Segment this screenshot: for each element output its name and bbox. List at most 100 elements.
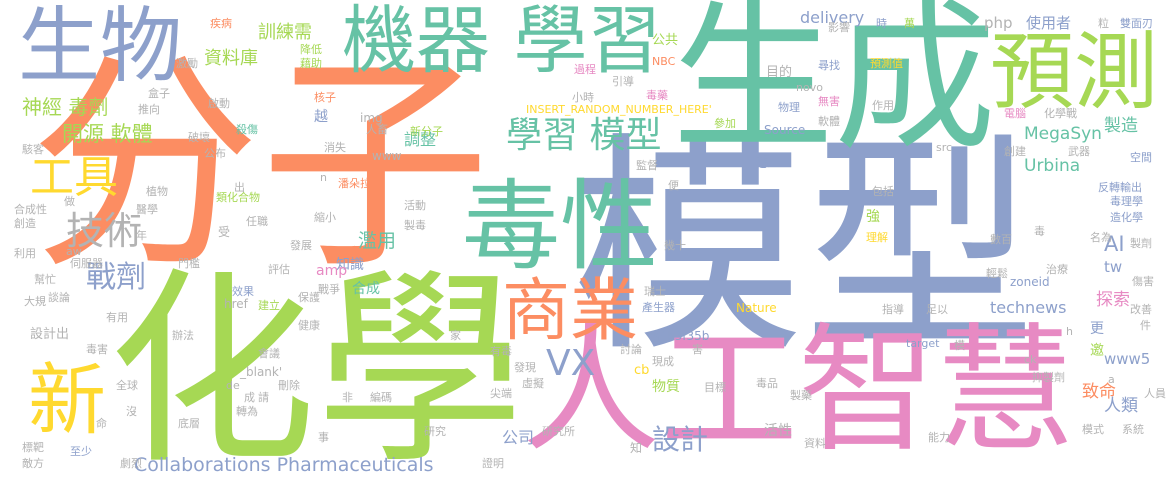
word-duhai: 毒害 bbox=[86, 343, 108, 356]
word-huoxing: 活性 bbox=[764, 423, 792, 439]
word-dupin: 毒品 bbox=[756, 377, 778, 390]
word-duwuxue: 毒理學 bbox=[1110, 195, 1143, 208]
word-de: de bbox=[226, 379, 240, 392]
word-rengongzhihui: 人工智慧 bbox=[522, 310, 1075, 471]
word-bangmang: 幫忙 bbox=[34, 273, 56, 286]
word-xuni: 虛擬 bbox=[522, 377, 544, 390]
word-bianma: 編碼 bbox=[370, 391, 392, 404]
word-zhiming: 致命 bbox=[1082, 382, 1116, 402]
word-cb: cb bbox=[634, 363, 650, 378]
word-yixue: 醫學 bbox=[136, 203, 158, 216]
word-shiyongzhe: 使用者 bbox=[1026, 14, 1072, 32]
word-fasheng: 發現 bbox=[514, 361, 536, 374]
word-href: href bbox=[224, 297, 248, 311]
word-zhanzheng: 戰爭 bbox=[318, 283, 340, 296]
word-amp: amp bbox=[316, 263, 348, 279]
word-xitong: 系統 bbox=[1122, 423, 1144, 436]
word-taolun: 討論 bbox=[620, 343, 642, 356]
word-jishi: 幾十 bbox=[664, 239, 686, 252]
word-qiang: 強 bbox=[866, 209, 880, 225]
word-blank: _blank' bbox=[240, 365, 283, 379]
word-yindao: 引導 bbox=[612, 75, 634, 88]
word-vx: VX bbox=[546, 343, 596, 384]
word-gongbu: 公布 bbox=[204, 147, 226, 160]
word-dajian: 大規 bbox=[24, 295, 46, 308]
word-jian: 件 bbox=[1140, 319, 1151, 332]
word-renchu: 人畜 bbox=[366, 123, 388, 136]
word-lijie: 理解 bbox=[866, 231, 888, 244]
word-shanghai: 傷害 bbox=[1132, 275, 1154, 288]
word-huaxue: 化學 bbox=[108, 251, 524, 482]
word-quanqiu: 全球 bbox=[116, 379, 138, 392]
word-zhidu: 製毒 bbox=[404, 219, 426, 232]
word-mo: 模 bbox=[954, 339, 965, 352]
word-zhiwu: 植物 bbox=[146, 185, 168, 198]
word-jia: 家 bbox=[450, 329, 461, 342]
word-zhishao: 至少 bbox=[70, 445, 92, 458]
word-zhishi: 知識 bbox=[336, 257, 364, 273]
word-dianna: 電腦 bbox=[1004, 107, 1026, 120]
word-shubai: 數百 bbox=[990, 233, 1012, 246]
word-a: a bbox=[1108, 373, 1115, 386]
word-nian: 年 bbox=[136, 229, 147, 242]
word-www5: www5 bbox=[1104, 350, 1151, 368]
word-chu: 出 bbox=[234, 181, 245, 194]
word-hezi2: 盒子 bbox=[148, 87, 170, 100]
word-banfa: 辦法 bbox=[172, 329, 194, 342]
word-zuoyong: 作用 bbox=[872, 99, 894, 112]
word-wuhai: 無害 bbox=[818, 95, 840, 108]
word-zoneid: zoneid bbox=[1010, 275, 1050, 289]
word-keng: 更 bbox=[1090, 321, 1104, 337]
word-ruishi: 瑞士 bbox=[644, 285, 666, 298]
word-renyuan: 人員 bbox=[1144, 387, 1166, 400]
word-julie: 劇烈 bbox=[120, 457, 142, 470]
word-chuangjian: 創建 bbox=[1004, 145, 1026, 158]
word-renzhi: 任職 bbox=[246, 215, 268, 228]
word-lanyong: 濫用 bbox=[358, 230, 397, 252]
word-qingsong: 輕鬆 bbox=[986, 267, 1008, 280]
word-ai: AI bbox=[1104, 232, 1125, 256]
word-mingwei: 名為 bbox=[1090, 231, 1112, 244]
word-ck: ck bbox=[1024, 353, 1037, 366]
word-chuangzao: 創造 bbox=[14, 217, 36, 230]
word-biaoba: 標靶 bbox=[22, 441, 44, 454]
word-shou: 受 bbox=[218, 225, 231, 239]
word-zhuanwei: 轉為 bbox=[236, 405, 258, 418]
word-yue: 越 bbox=[314, 109, 328, 125]
word-shuangmianren: 雙面刃 bbox=[1120, 17, 1153, 30]
word-urbina: Urbina bbox=[1024, 156, 1081, 176]
word-jili: 激勵 bbox=[176, 57, 198, 70]
word-mubiao: 目標 bbox=[704, 381, 726, 394]
word-zhanji: 戰劑 bbox=[86, 260, 146, 295]
word-gaishan: 改善 bbox=[1130, 303, 1152, 316]
word-technews: technews bbox=[990, 298, 1067, 317]
word-novo: novo bbox=[796, 81, 823, 94]
word-menkan: 門檻 bbox=[178, 257, 200, 270]
word-pandora: 潘朵拉 bbox=[338, 177, 371, 190]
word-liyong: 利用 bbox=[14, 247, 36, 260]
word-yiquan: 抑製劑 bbox=[1032, 371, 1065, 384]
word-shi2: 事 bbox=[318, 431, 329, 444]
word-zhiliao: 治療 bbox=[1046, 263, 1068, 276]
word-zhiji: 製劑 bbox=[1130, 237, 1152, 250]
word-hezi: 核子 bbox=[314, 91, 336, 104]
word-xiang: 想 bbox=[756, 155, 770, 171]
word-xinfenzi: 新分子 bbox=[410, 125, 443, 138]
word-xiaoshi: 小時 bbox=[572, 91, 594, 104]
word-shengwu: 生物 bbox=[18, 0, 183, 94]
word-ruanti: 軟體 bbox=[818, 115, 840, 128]
word-www: www bbox=[372, 149, 402, 163]
word-sheji: 設計 bbox=[652, 423, 709, 456]
word-tanlun: 談論 bbox=[48, 291, 70, 304]
word-zhi: 知 bbox=[630, 441, 643, 455]
word-ziliao: 資料 bbox=[804, 437, 826, 450]
word-duyao: 毒藥 bbox=[646, 89, 668, 102]
word-xunzhao: 尋找 bbox=[818, 59, 840, 72]
word-cheng: 成 bbox=[244, 391, 255, 404]
word-youdu: 有毒 bbox=[490, 345, 512, 358]
word-ming: 命 bbox=[96, 417, 107, 430]
word-canjia: 參加 bbox=[714, 117, 736, 130]
word-moxing: 模型 bbox=[572, 113, 1037, 383]
word-mudi: 目的 bbox=[766, 65, 793, 80]
